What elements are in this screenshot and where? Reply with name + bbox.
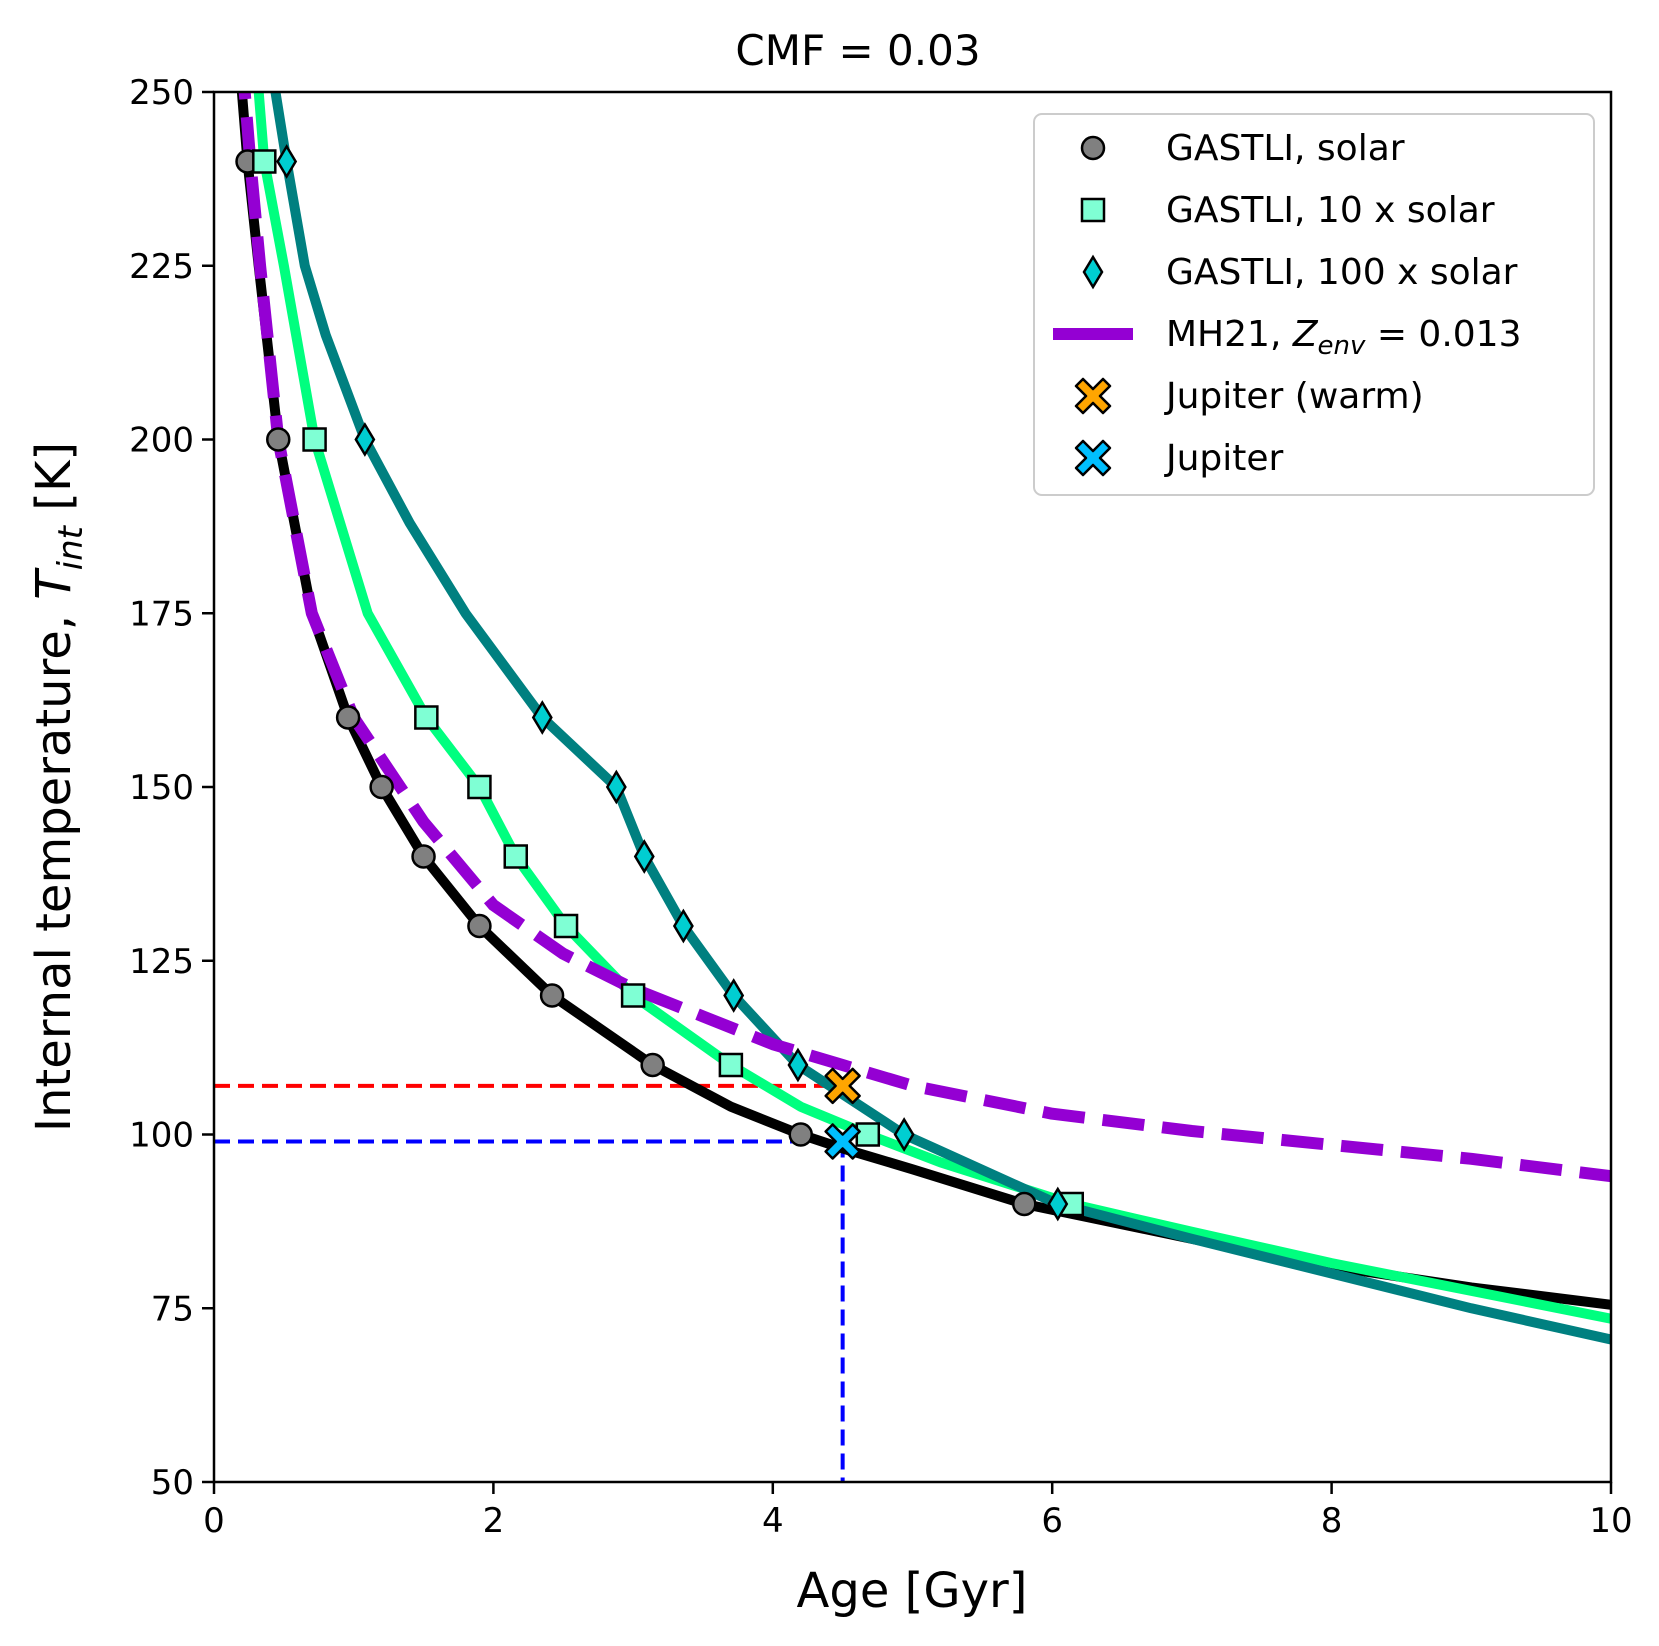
legend-icon-3 [1082, 254, 1104, 290]
plot-area [214, 92, 1611, 1482]
y-axis-label-unit: [K] [26, 442, 82, 526]
series-markers [235, 144, 1085, 1222]
y-tick-label-1: 50 [151, 1463, 194, 1503]
legend-icon-1 [1080, 135, 1106, 161]
series-3-point-1 [276, 144, 298, 179]
legend-label-3: GASTLI, 100 x solar [1166, 252, 1518, 293]
x-tick-label-5: 8 [1321, 1501, 1343, 1541]
series-1-point-4 [369, 774, 394, 800]
y-axis: 50 75 100 125 150 175 200 225 250 [129, 73, 214, 1503]
series-3-point-5 [633, 839, 655, 874]
legend-label-1: GASTLI, solar [1166, 128, 1405, 169]
series-3-point-8 [787, 1047, 809, 1083]
y-axis-label-subscript: int [51, 524, 91, 570]
legend-icon-5 [1074, 377, 1112, 415]
series-2-point-4 [467, 774, 492, 800]
x-tick-label-1: 0 [203, 1501, 225, 1541]
reference-lines [214, 1083, 845, 1482]
series-3-point-2 [354, 422, 376, 457]
y-tick-label-9: 250 [129, 73, 194, 113]
legend-label-4: MH21, Zenv = 0.013 [1166, 314, 1522, 361]
y-tick-label-6: 175 [129, 594, 194, 634]
chart-title: CMF = 0.03 [735, 26, 980, 75]
series-1-point-2 [266, 427, 291, 452]
series-3-point-6 [672, 908, 694, 944]
highlight-point-2 [824, 1123, 861, 1160]
y-tick-label-4: 125 [129, 942, 194, 982]
legend-label-6: Jupiter [1164, 438, 1284, 479]
y-axis-label-symbol: T [26, 567, 82, 600]
series-2-point-2 [302, 427, 327, 452]
y-tick-label-8: 225 [129, 247, 194, 287]
x-axis-label: Age [Gyr] [797, 1563, 1028, 1619]
legend-label-2: GASTLI, 10 x solar [1166, 190, 1495, 231]
series-3-point-10 [1047, 1186, 1069, 1222]
y-tick-label-7: 200 [129, 421, 194, 461]
series-1-point-7 [539, 983, 565, 1008]
series-1-point-10 [1012, 1191, 1037, 1217]
series-1-point-5 [411, 844, 436, 869]
series-2-point-3 [414, 705, 439, 730]
highlight-point-1 [824, 1067, 861, 1105]
series-3-point-4 [605, 769, 627, 805]
series-2-point-6 [553, 913, 579, 939]
series-2-point-1 [252, 149, 277, 174]
series-1-point-3 [335, 705, 361, 730]
series-2-point-7 [620, 983, 646, 1008]
y-tick-label-3: 100 [129, 1116, 194, 1156]
x-tick-label-3: 4 [762, 1501, 784, 1541]
series-1-point-8 [640, 1052, 665, 1078]
series-1-point-6 [467, 913, 492, 939]
series-2-point-5 [503, 844, 529, 869]
y-axis-label: Internal temperature, Tint [K] [26, 442, 91, 1132]
legend-label-5: Jupiter (warm) [1164, 376, 1424, 417]
series-3-point-3 [531, 700, 553, 735]
x-axis: 0 2 4 6 8 10 [203, 1482, 1633, 1541]
series-3-point-9 [893, 1117, 915, 1152]
y-axis-label-text: Internal temperature, [26, 600, 82, 1132]
series-2-point-8 [718, 1052, 744, 1078]
x-tick-label-6: 10 [1589, 1501, 1632, 1541]
series-2-point-9 [855, 1122, 881, 1147]
y-tick-label-5: 150 [129, 768, 194, 808]
series-1-point-9 [788, 1122, 813, 1147]
series-3-point-7 [723, 978, 745, 1013]
legend: GASTLI, solar GASTLI, 10 x solar GASTLI, 1… [1033, 113, 1595, 496]
legend-icon-2 [1080, 197, 1106, 223]
legend-box [1033, 113, 1595, 496]
legend-icon-6 [1074, 439, 1112, 477]
x-tick-label-2: 2 [483, 1501, 505, 1541]
y-tick-label-2: 75 [151, 1289, 194, 1329]
x-tick-label-4: 6 [1041, 1501, 1063, 1541]
